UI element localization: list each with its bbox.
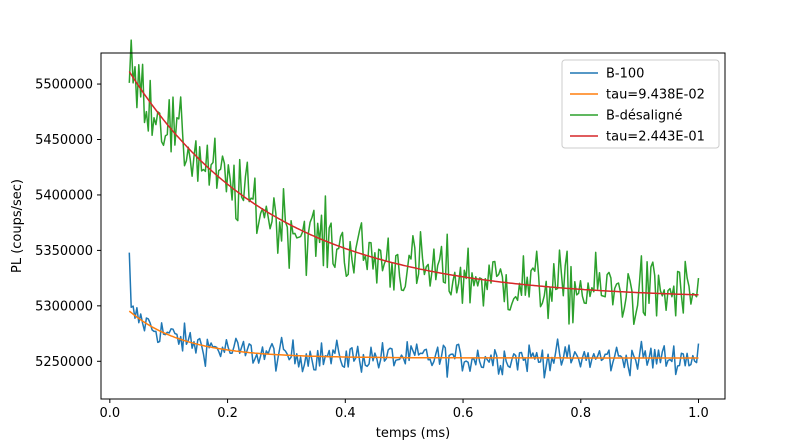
x-tick-label: 1.0 <box>688 406 709 421</box>
y-tick-label: 5300000 <box>35 299 93 314</box>
series-line-2 <box>128 39 700 326</box>
y-axis-label: PL (coups/sec) <box>10 179 25 273</box>
x-axis-label: temps (ms) <box>376 426 451 441</box>
y-axis: 5250000 5300000 5350000 5400000 5450000 55000… <box>35 78 101 370</box>
legend-label: B-100 <box>606 67 644 82</box>
y-tick-label: 5250000 <box>35 355 93 370</box>
x-tick-label: 0.2 <box>217 406 238 421</box>
legend: B-100 tau=9.438E-02 B-désaligné tau=2.443E-… <box>561 59 720 149</box>
legend-label: B-désaligné <box>606 109 682 124</box>
axes-frame <box>100 52 726 400</box>
legend-box <box>561 59 720 149</box>
y-tick-label: 5500000 <box>35 78 93 93</box>
legend-label: tau=9.438E-02 <box>606 88 705 103</box>
x-tick-label: 0.4 <box>335 406 356 421</box>
legend-label: tau=2.443E-01 <box>606 130 705 145</box>
x-tick-label: 0.0 <box>99 406 120 421</box>
x-tick-label: 0.6 <box>453 406 474 421</box>
y-tick-label: 5350000 <box>35 244 93 259</box>
series-line-0 <box>128 252 700 379</box>
plot-area <box>128 39 700 379</box>
series-line-3 <box>128 71 699 296</box>
series-line-1 <box>128 310 699 359</box>
x-tick-label: 0.8 <box>570 406 591 421</box>
x-axis: 0.0 0.2 0.4 0.6 0.8 1.0 <box>99 399 709 421</box>
y-tick-label: 5450000 <box>35 133 93 148</box>
y-tick-label: 5400000 <box>35 188 93 203</box>
